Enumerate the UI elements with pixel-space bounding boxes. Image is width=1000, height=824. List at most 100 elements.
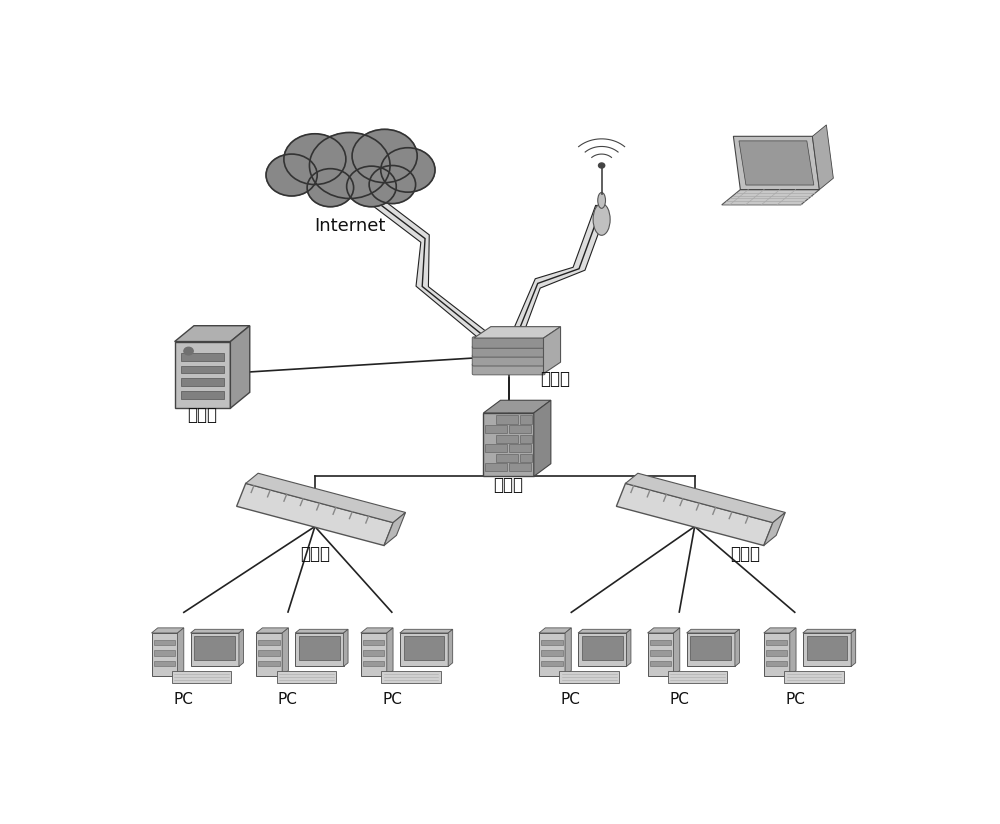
FancyBboxPatch shape <box>181 378 224 386</box>
FancyBboxPatch shape <box>582 636 623 660</box>
Polygon shape <box>544 326 561 373</box>
Polygon shape <box>503 205 608 358</box>
FancyBboxPatch shape <box>509 425 531 433</box>
FancyBboxPatch shape <box>472 346 545 357</box>
FancyBboxPatch shape <box>509 444 531 452</box>
Text: PC: PC <box>669 691 689 707</box>
FancyBboxPatch shape <box>472 354 545 366</box>
Polygon shape <box>152 633 178 676</box>
Circle shape <box>307 169 354 207</box>
Polygon shape <box>851 630 856 667</box>
Polygon shape <box>803 630 856 633</box>
Polygon shape <box>384 513 406 545</box>
FancyBboxPatch shape <box>766 639 787 645</box>
Polygon shape <box>764 633 790 676</box>
FancyBboxPatch shape <box>181 391 224 399</box>
Polygon shape <box>668 671 727 683</box>
Polygon shape <box>790 628 796 676</box>
Polygon shape <box>735 630 739 667</box>
FancyBboxPatch shape <box>181 353 224 361</box>
Polygon shape <box>239 630 243 667</box>
FancyBboxPatch shape <box>690 636 731 660</box>
Polygon shape <box>687 630 739 633</box>
FancyBboxPatch shape <box>363 650 384 656</box>
Polygon shape <box>784 671 844 683</box>
Ellipse shape <box>598 193 606 208</box>
FancyBboxPatch shape <box>650 650 671 656</box>
Polygon shape <box>361 628 393 633</box>
Polygon shape <box>803 633 851 667</box>
Polygon shape <box>474 326 561 338</box>
Circle shape <box>284 133 346 185</box>
Polygon shape <box>152 628 184 633</box>
Polygon shape <box>578 630 631 633</box>
Text: 防火墙: 防火墙 <box>494 475 524 494</box>
Polygon shape <box>346 178 513 359</box>
Polygon shape <box>483 400 551 413</box>
Polygon shape <box>625 473 785 522</box>
FancyBboxPatch shape <box>154 639 175 645</box>
Circle shape <box>599 163 605 168</box>
Polygon shape <box>626 630 631 667</box>
Polygon shape <box>739 141 814 185</box>
FancyBboxPatch shape <box>258 661 280 667</box>
Polygon shape <box>387 628 393 676</box>
Polygon shape <box>559 671 619 683</box>
FancyBboxPatch shape <box>807 636 847 660</box>
Polygon shape <box>616 484 773 545</box>
FancyBboxPatch shape <box>363 661 384 667</box>
FancyBboxPatch shape <box>650 661 671 667</box>
FancyBboxPatch shape <box>766 661 787 667</box>
Circle shape <box>320 144 379 193</box>
FancyBboxPatch shape <box>496 434 518 442</box>
Text: Internet: Internet <box>314 218 385 236</box>
Polygon shape <box>483 413 534 476</box>
Polygon shape <box>256 628 288 633</box>
Polygon shape <box>175 325 250 342</box>
FancyBboxPatch shape <box>258 650 280 656</box>
Polygon shape <box>256 633 282 676</box>
FancyBboxPatch shape <box>485 463 507 471</box>
Ellipse shape <box>593 204 610 236</box>
Text: 交换机: 交换机 <box>300 545 330 564</box>
Text: PC: PC <box>561 691 581 707</box>
Polygon shape <box>733 136 819 190</box>
Polygon shape <box>172 671 231 683</box>
Circle shape <box>381 147 435 192</box>
Polygon shape <box>282 628 288 676</box>
FancyBboxPatch shape <box>299 636 340 660</box>
Polygon shape <box>764 513 785 545</box>
FancyBboxPatch shape <box>404 636 444 660</box>
FancyBboxPatch shape <box>650 639 671 645</box>
Polygon shape <box>237 484 393 545</box>
Polygon shape <box>648 628 680 633</box>
Polygon shape <box>246 473 406 522</box>
Polygon shape <box>812 125 833 190</box>
FancyBboxPatch shape <box>363 639 384 645</box>
Polygon shape <box>277 671 336 683</box>
Polygon shape <box>175 342 230 408</box>
Polygon shape <box>230 325 250 408</box>
FancyBboxPatch shape <box>154 661 175 667</box>
FancyBboxPatch shape <box>472 337 545 349</box>
Polygon shape <box>191 630 243 633</box>
Text: 交换机: 交换机 <box>730 545 760 564</box>
Circle shape <box>266 154 317 196</box>
FancyBboxPatch shape <box>766 650 787 656</box>
Polygon shape <box>448 630 453 667</box>
Polygon shape <box>400 630 453 633</box>
FancyBboxPatch shape <box>520 453 532 461</box>
Polygon shape <box>722 190 819 205</box>
FancyBboxPatch shape <box>485 444 507 452</box>
FancyBboxPatch shape <box>541 661 563 667</box>
Polygon shape <box>539 628 571 633</box>
Polygon shape <box>764 628 796 633</box>
Text: PC: PC <box>278 691 298 707</box>
Polygon shape <box>534 400 551 476</box>
Text: PC: PC <box>382 691 402 707</box>
FancyBboxPatch shape <box>194 636 235 660</box>
Polygon shape <box>687 633 735 667</box>
Polygon shape <box>539 633 565 676</box>
FancyBboxPatch shape <box>520 434 532 442</box>
Polygon shape <box>400 633 448 667</box>
